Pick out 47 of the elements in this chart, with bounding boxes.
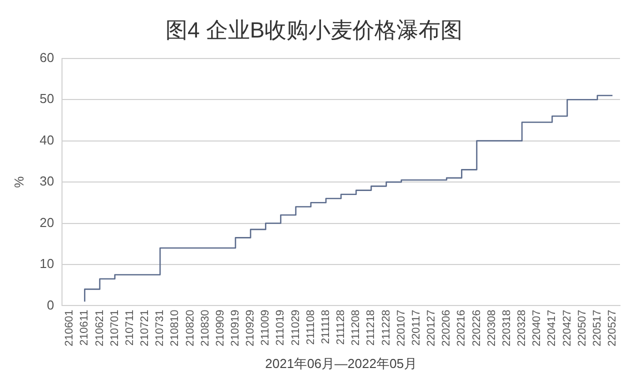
x-tick-label: 210830 xyxy=(199,310,212,346)
chart-title: 图4 企业B收购小麦价格瀑布图 xyxy=(165,17,463,42)
y-tick-label: 50 xyxy=(40,91,54,106)
x-tick-label: 210731 xyxy=(154,310,166,346)
x-tick-label: 220517 xyxy=(591,310,604,346)
x-tick-label: 220107 xyxy=(395,310,408,346)
x-tick-label: 220226 xyxy=(470,310,483,346)
x-tick-label: 210929 xyxy=(244,310,257,346)
x-tick-label: 220427 xyxy=(561,310,574,346)
x-tick-label: 220308 xyxy=(486,310,498,346)
x-tick-label: 211029 xyxy=(290,310,302,346)
x-tick-label: 210621 xyxy=(94,310,106,346)
x-tick-label: 220127 xyxy=(426,310,438,346)
x-tick-label: 220206 xyxy=(440,310,453,346)
x-tick-label: 211009 xyxy=(260,310,272,346)
x-tick-label: 211118 xyxy=(320,310,332,344)
x-tick-label: 220328 xyxy=(516,310,528,346)
y-tick-label: 30 xyxy=(40,174,54,189)
x-tick-label: 220507 xyxy=(576,310,588,346)
y-tick-label: 20 xyxy=(40,214,54,230)
x-tick-label: 211228 xyxy=(380,310,392,346)
x-tick-label: 210711 xyxy=(124,310,136,346)
x-tick-label: 210820 xyxy=(184,310,196,346)
x-tick-label: 210611 xyxy=(78,310,91,346)
x-tick-label: 210919 xyxy=(230,310,242,346)
x-tick-label: 211218 xyxy=(365,310,378,346)
x-tick-label: 210601 xyxy=(64,310,76,346)
y-tick-label: 60 xyxy=(40,50,54,65)
x-tick-label: 210909 xyxy=(214,310,226,346)
x-tick-label: 220417 xyxy=(546,310,558,346)
x-axis-title: 2021年06月—2022年05月 xyxy=(265,356,417,371)
x-tick-label: 211019 xyxy=(274,310,287,346)
x-tick-label: 220117 xyxy=(410,310,422,346)
x-tick-label: 220318 xyxy=(500,310,513,346)
x-tick-label: 211128 xyxy=(335,310,348,345)
x-tick-label: 210701 xyxy=(108,310,121,346)
x-tick-label: 210810 xyxy=(169,310,182,346)
x-tick-label: 220407 xyxy=(531,310,544,346)
y-tick-label: 10 xyxy=(40,256,54,272)
y-tick-label: 40 xyxy=(40,132,54,148)
x-tick-label: 210721 xyxy=(139,310,152,346)
y-axis-title: % xyxy=(11,176,26,188)
y-tick-label: 0 xyxy=(46,297,54,312)
x-tick-label: 211208 xyxy=(350,310,362,346)
x-tick-label: 211108 xyxy=(304,310,317,345)
x-tick-label: 220216 xyxy=(456,310,468,346)
x-tick-label: 220527 xyxy=(606,310,618,346)
